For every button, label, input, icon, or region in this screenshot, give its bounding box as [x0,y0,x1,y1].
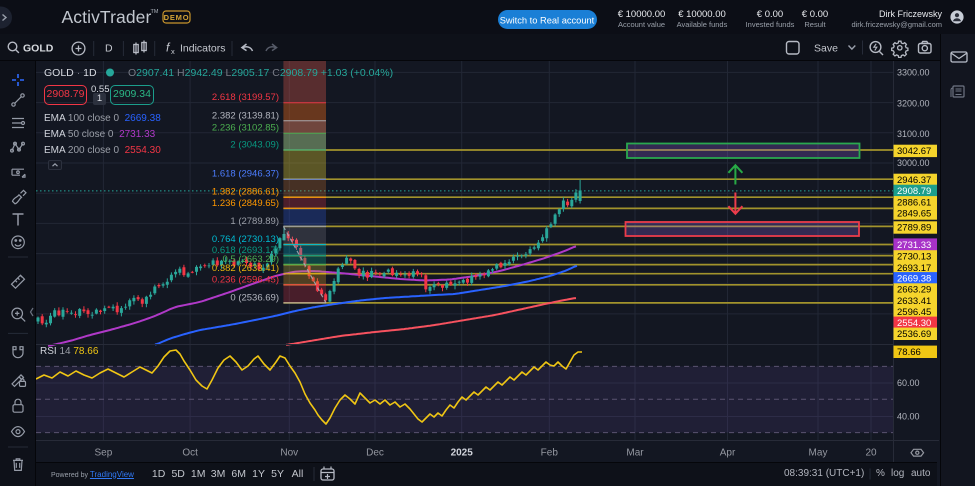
svg-text:2669.38: 2669.38 [897,274,931,285]
svg-text:2886.61: 2886.61 [897,198,931,209]
svg-text:f: f [166,41,171,55]
svg-text:2633.41: 2633.41 [897,296,931,307]
svg-text:3000.00: 3000.00 [897,158,930,168]
svg-text:2.382 (3139.81): 2.382 (3139.81) [212,110,279,121]
svg-text:1.618 (2946.37): 1.618 (2946.37) [212,169,279,180]
svg-text:Mar: Mar [626,448,644,459]
svg-text:60.00: 60.00 [897,378,920,388]
svg-text:40.00: 40.00 [897,412,920,422]
svg-text:1.382 (2886.61): 1.382 (2886.61) [212,187,279,198]
svg-text:0.236 (2596.45): 0.236 (2596.45) [212,274,279,285]
svg-text:0.764 (2730.13): 0.764 (2730.13) [212,234,279,245]
svg-text:2693.17: 2693.17 [897,263,931,274]
svg-text:20: 20 [865,448,877,459]
svg-text:1 (2789.89): 1 (2789.89) [230,216,279,227]
svg-text:2946.37: 2946.37 [897,175,931,186]
svg-text:x: x [171,47,175,56]
svg-text:2908.79: 2908.79 [897,186,931,197]
svg-text:May: May [809,448,828,459]
svg-text:Save: Save [814,43,838,55]
svg-text:Oct: Oct [182,448,198,459]
svg-text:2554.30: 2554.30 [897,318,931,329]
svg-text:TM: TM [151,9,159,15]
svg-text:3300.00: 3300.00 [897,68,930,78]
svg-text:2731.33: 2731.33 [897,240,931,251]
svg-text:Indicators: Indicators [180,43,226,55]
svg-text:ActivTrader: ActivTrader [62,7,152,27]
svg-text:3100.00: 3100.00 [897,129,930,139]
svg-text:2596.45: 2596.45 [897,307,931,318]
svg-text:2730.13: 2730.13 [897,252,931,263]
svg-text:Switch to Real account: Switch to Real account [500,15,595,25]
svg-text:Feb: Feb [541,448,559,459]
svg-text:1.236 (2849.65): 1.236 (2849.65) [212,198,279,209]
svg-text:2025: 2025 [451,448,474,459]
svg-text:2849.65: 2849.65 [897,209,931,220]
svg-text:0.618 (2693.17): 0.618 (2693.17) [212,245,279,256]
svg-text:2 (3043.09): 2 (3043.09) [230,140,279,151]
svg-text:0 (2536.69): 0 (2536.69) [230,292,279,303]
svg-text:Dec: Dec [366,448,384,459]
svg-text:2.618 (3199.57): 2.618 (3199.57) [212,92,279,103]
svg-text:0.5 (2663.29): 0.5 (2663.29) [222,254,279,265]
svg-text:3042.67: 3042.67 [897,146,931,157]
svg-text:2536.69: 2536.69 [897,329,931,340]
svg-text:DEMO: DEMO [164,13,190,22]
svg-text:Sep: Sep [95,448,113,459]
svg-text:GOLD: GOLD [23,43,54,55]
svg-text:D: D [105,43,113,55]
svg-text:2663.29: 2663.29 [897,285,931,296]
svg-text:3200.00: 3200.00 [897,98,930,108]
svg-text:Apr: Apr [720,448,736,459]
svg-text:0.382 (2633.41): 0.382 (2633.41) [212,263,279,274]
svg-text:2789.89: 2789.89 [897,223,931,234]
svg-text:2.236 (3102.85): 2.236 (3102.85) [212,123,279,134]
svg-text:Nov: Nov [280,448,298,459]
svg-text:78.66: 78.66 [897,347,921,358]
